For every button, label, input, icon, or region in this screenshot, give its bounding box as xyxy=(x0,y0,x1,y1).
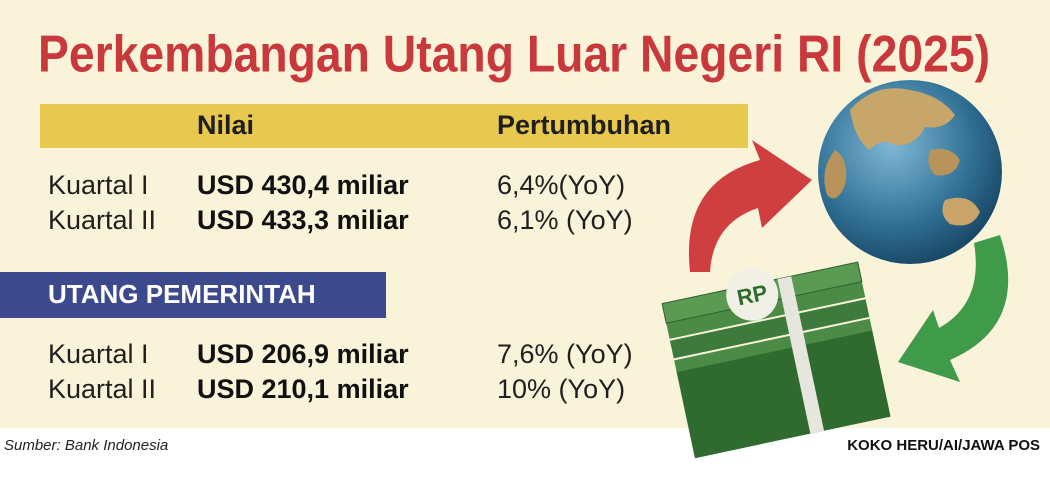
row-value: USD 430,4 miliar xyxy=(197,170,409,200)
row-growth: 6,4%(YoY) xyxy=(497,170,625,200)
arrow-up xyxy=(688,140,812,272)
table: Kuartal I USD 430,4 miliar 6,4%(YoY) Kuarta… xyxy=(48,170,633,235)
row-label: Kuartal II xyxy=(48,374,156,404)
row-value: USD 433,3 miliar xyxy=(197,205,409,235)
badge: RP xyxy=(735,280,770,311)
row-growth: 7,6% (YoY) xyxy=(497,339,633,369)
row-label: Kuartal I xyxy=(48,339,149,369)
credit: KOKO HERU/AI/JAWA POS xyxy=(847,437,1040,454)
header-cell: Pertumbuhan xyxy=(497,110,671,140)
row-value: USD 206,9 miliar xyxy=(197,339,409,369)
row-label: Kuartal I xyxy=(48,170,149,200)
section-title: UTANG PEMERINTAH xyxy=(48,279,316,309)
section-table: Kuartal I USD 206,9 miliar 7,6% (YoY) Kuart… xyxy=(48,339,633,404)
arrow-down xyxy=(898,235,1009,382)
header-cell: Nilai xyxy=(197,110,254,140)
source: Sumber: Bank Indonesia xyxy=(4,437,168,454)
money-stack: RP xyxy=(661,261,891,459)
header-bar xyxy=(40,104,748,148)
title: Perkembangan Utang Luar Negeri RI (2025) xyxy=(38,26,990,84)
row-value: USD 210,1 miliar xyxy=(197,374,409,404)
row-label: Kuartal II xyxy=(48,205,156,235)
section-bar xyxy=(0,272,386,318)
globe xyxy=(818,80,1002,264)
row-growth: 6,1% (YoY) xyxy=(497,205,633,235)
row-growth: 10% (YoY) xyxy=(497,374,625,404)
